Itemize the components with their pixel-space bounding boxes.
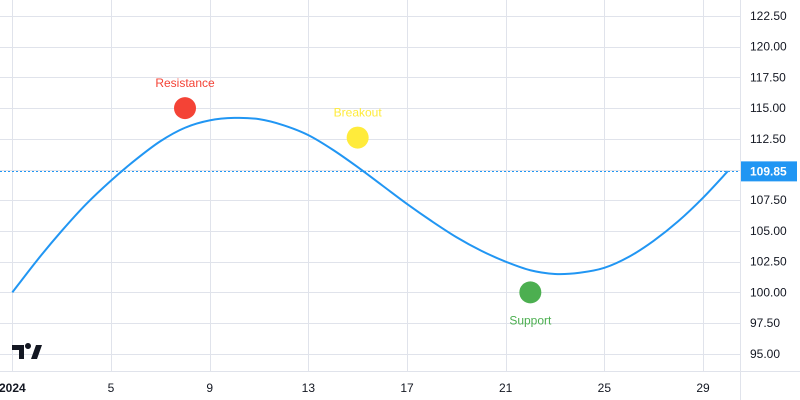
annotations: Resistance Breakout Support [155, 76, 552, 327]
series-layer [0, 116, 740, 293]
x-tick-label: 29 [696, 381, 710, 395]
annotation-marker[interactable] [519, 281, 542, 304]
y-tick-label: 115.00 [750, 101, 786, 115]
annotation-label: Breakout [334, 106, 383, 120]
series-line [11, 116, 729, 293]
tradingview-logo-icon-shape [12, 343, 42, 359]
tradingview-logo-icon[interactable] [12, 343, 42, 359]
annotation-label: Support [509, 313, 552, 327]
y-tick-label: 100.00 [750, 285, 787, 299]
y-tick-label: 95.00 [750, 347, 780, 361]
x-tick-label: 13 [302, 381, 316, 395]
x-tick-label: 25 [598, 381, 612, 395]
annotation-marker[interactable] [174, 97, 196, 120]
grid [0, 0, 740, 371]
x-tick-label: 2024 [0, 381, 26, 395]
y-tick-label: 120.00 [750, 40, 787, 54]
last-price-label: 109.85 [750, 164, 787, 178]
y-tick-label: 117.50 [750, 70, 786, 84]
x-tick-label: 5 [108, 381, 115, 395]
y-tick-label: 105.00 [750, 224, 787, 238]
last-price-badge [741, 161, 797, 182]
x-tick-label: 9 [206, 381, 213, 395]
y-tick-label: 112.50 [750, 132, 786, 146]
y-tick-label: 102.50 [750, 255, 787, 269]
annotation-label: Resistance [155, 76, 215, 90]
x-tick-label: 21 [499, 381, 513, 395]
y-tick-label: 107.50 [750, 193, 787, 207]
x-tick-label: 17 [400, 381, 414, 395]
annotation-marker[interactable] [346, 126, 369, 149]
y-tick-label: 97.50 [750, 316, 780, 330]
y-tick-label: 122.50 [750, 9, 787, 23]
